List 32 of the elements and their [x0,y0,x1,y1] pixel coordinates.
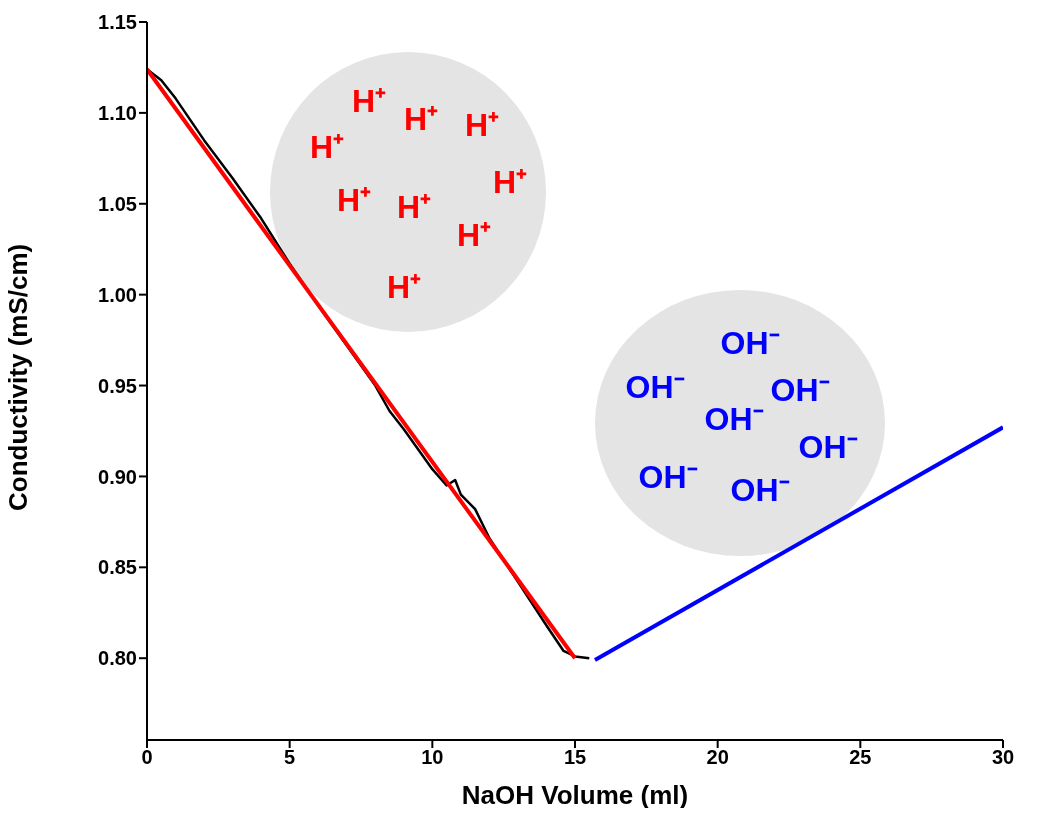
x-tick-label: 15 [563,746,587,769]
x-tick-label: 0 [141,746,153,769]
annotation: H⁺ [396,189,432,226]
annotation: H⁺ [386,269,422,306]
y-axis-title: Conductivity (mS/cm) [3,243,34,511]
annotation: OH⁻ [798,429,858,466]
annotation: H⁺ [351,83,387,120]
annotation: OH⁻ [704,401,764,438]
annotation: OH⁻ [720,325,780,362]
y-tick-label: 0.85 [98,556,137,579]
y-tick-label: 1.15 [98,11,137,34]
annotation: H⁺ [336,182,372,219]
annotation: OH⁻ [730,472,790,509]
y-tick-label: 0.80 [98,647,137,670]
annotation: H⁺ [456,217,492,254]
annotation: OH⁻ [770,372,830,409]
annotation: H⁺ [492,164,528,201]
y-tick-label: 1.05 [98,192,137,215]
x-tick-label: 25 [849,746,872,769]
x-tick-label: 5 [284,746,296,769]
annotation: H⁺ [403,101,439,138]
y-tick-label: 1.00 [98,283,137,306]
annotation: H⁺ [309,129,345,166]
y-tick-label: 0.95 [98,374,137,397]
y-tick-label: 0.90 [98,465,137,488]
x-tick-label: 30 [991,746,1015,769]
annotation: H⁺ [464,107,500,144]
annotation: OH⁻ [625,369,685,406]
x-tick-label: 20 [706,746,729,769]
x-tick-label: 10 [421,746,444,769]
y-tick-label: 1.10 [98,101,137,124]
annotation: OH⁻ [638,459,698,496]
